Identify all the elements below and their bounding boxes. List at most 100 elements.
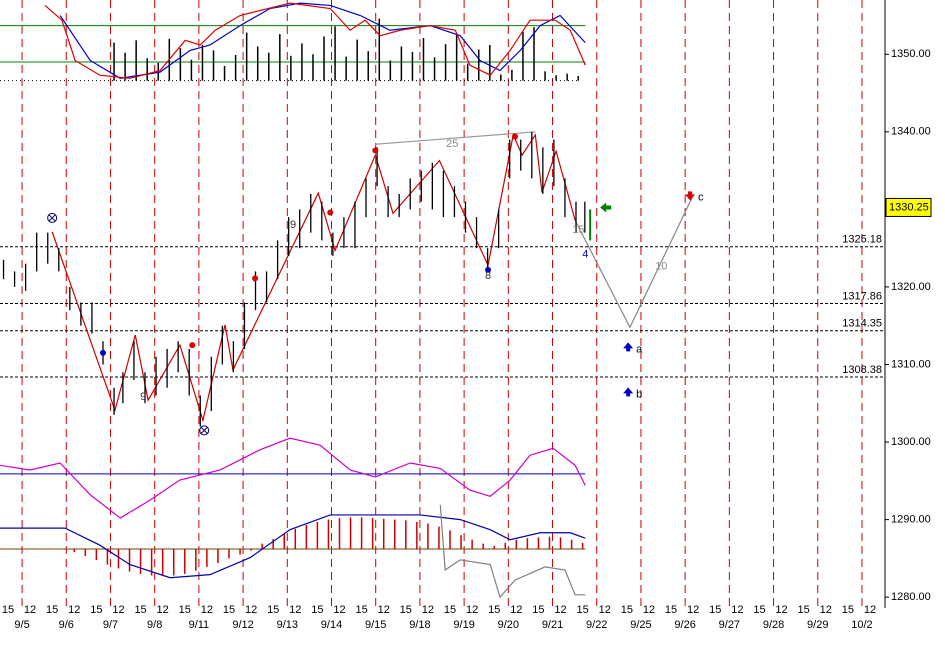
indicator-line	[0, 514, 586, 579]
x-tick-label: 12	[554, 604, 566, 616]
x-tick-label: 15	[709, 604, 721, 616]
marker-dot	[252, 275, 259, 282]
marker-label: b	[636, 388, 642, 400]
indicator-line	[44, 2, 586, 79]
y-tick-label: 1290.00	[891, 513, 931, 525]
indicator-line	[59, 2, 586, 79]
level-label: 1314.35	[842, 318, 882, 330]
marker-dot	[372, 147, 379, 154]
x-date-label: 9/14	[321, 619, 342, 631]
marker-dot	[99, 349, 106, 356]
x-tick-label: 12	[24, 604, 36, 616]
x-date-label: 9/15	[365, 619, 386, 631]
x-tick-label: 12	[289, 604, 301, 616]
x-date-label: 9/28	[763, 619, 784, 631]
x-date-label: 9/5	[14, 619, 29, 631]
level-label: 1308.38	[842, 364, 882, 376]
marker-dot	[485, 266, 492, 273]
annotation: 10	[655, 261, 667, 273]
x-date-label: 9/7	[103, 619, 118, 631]
y-tick-label: 1350.00	[891, 48, 931, 60]
x-tick-label: 15	[134, 604, 146, 616]
annotation: 15	[572, 224, 584, 236]
x-tick-label: 15	[400, 604, 412, 616]
x-tick-label: 15	[90, 604, 102, 616]
x-tick-label: 12	[378, 604, 390, 616]
y-tick-label: 1340.00	[891, 126, 931, 138]
marker-dot	[511, 133, 518, 140]
x-tick-label: 12	[643, 604, 655, 616]
x-date-label: 9/11	[189, 619, 210, 631]
annotation: 9	[140, 391, 146, 403]
x-date-label: 9/29	[807, 619, 828, 631]
marker-cross	[48, 214, 56, 222]
x-tick-label: 12	[112, 604, 124, 616]
y-tick-label: 1320.00	[891, 281, 931, 293]
last-price-box	[885, 197, 932, 217]
y-tick-label: 1300.00	[891, 436, 931, 448]
marker-label: c	[698, 191, 704, 203]
x-date-label: 9/12	[232, 619, 253, 631]
x-tick-label: 15	[665, 604, 677, 616]
level-label: 1317.86	[842, 290, 882, 302]
marker-circle-x	[199, 425, 210, 436]
x-date-label: 9/18	[409, 619, 430, 631]
x-date-label: 9/25	[630, 619, 651, 631]
x-date-label: 9/19	[453, 619, 474, 631]
marker-arrow-up	[623, 387, 634, 397]
x-tick-label: 15	[46, 604, 58, 616]
x-tick-label: 12	[157, 604, 169, 616]
x-tick-label: 15	[223, 604, 235, 616]
x-tick-label: 12	[775, 604, 787, 616]
x-tick-label: 15	[179, 604, 191, 616]
marker-cross	[200, 427, 208, 434]
x-tick-label: 15	[532, 604, 544, 616]
x-date-label: 9/13	[277, 619, 298, 631]
indicator-line	[439, 504, 586, 599]
marker-dot	[189, 342, 196, 349]
x-tick-label: 12	[687, 604, 699, 616]
y-tick-label: 1280.00	[891, 591, 931, 603]
x-date-label: 9/27	[719, 619, 740, 631]
x-tick-label: 15	[753, 604, 765, 616]
x-tick-label: 15	[798, 604, 810, 616]
x-tick-label: 12	[820, 604, 832, 616]
x-date-label: 9/26	[674, 619, 695, 631]
marker-label: a	[636, 343, 643, 355]
y-tick-label: 1310.00	[891, 358, 931, 370]
x-date-label: 9/6	[59, 619, 74, 631]
annotation: 8	[485, 270, 491, 282]
x-tick-label: 12	[731, 604, 743, 616]
x-tick-label: 12	[333, 604, 345, 616]
x-tick-label: 12	[510, 604, 522, 616]
x-tick-label: 15	[311, 604, 323, 616]
x-date-label: 9/22	[586, 619, 607, 631]
marker-arrow-left	[600, 202, 612, 213]
x-tick-label: 15	[488, 604, 500, 616]
x-tick-label: 15	[2, 604, 14, 616]
marker-dot	[327, 209, 334, 216]
x-date-label: 10/2	[851, 619, 872, 631]
last-price-label: 1330.25	[889, 201, 929, 213]
marker-arrow-down	[685, 191, 696, 201]
x-tick-label: 12	[864, 604, 876, 616]
x-date-label: 9/20	[498, 619, 519, 631]
x-tick-label: 15	[621, 604, 633, 616]
x-tick-label: 12	[599, 604, 611, 616]
indicator-line	[574, 195, 694, 329]
x-tick-label: 15	[577, 604, 589, 616]
x-date-label: 9/8	[147, 619, 162, 631]
annotation: 25	[446, 138, 458, 150]
x-tick-label: 15	[842, 604, 854, 616]
annotation: 9	[290, 219, 296, 231]
level-label: 1325.18	[842, 234, 882, 246]
x-tick-label: 12	[68, 604, 80, 616]
indicator-line	[0, 437, 586, 519]
annotation: 4	[582, 248, 588, 260]
x-tick-label: 12	[422, 604, 434, 616]
x-tick-label: 12	[201, 604, 213, 616]
x-tick-label: 15	[444, 604, 456, 616]
x-tick-label: 12	[466, 604, 478, 616]
